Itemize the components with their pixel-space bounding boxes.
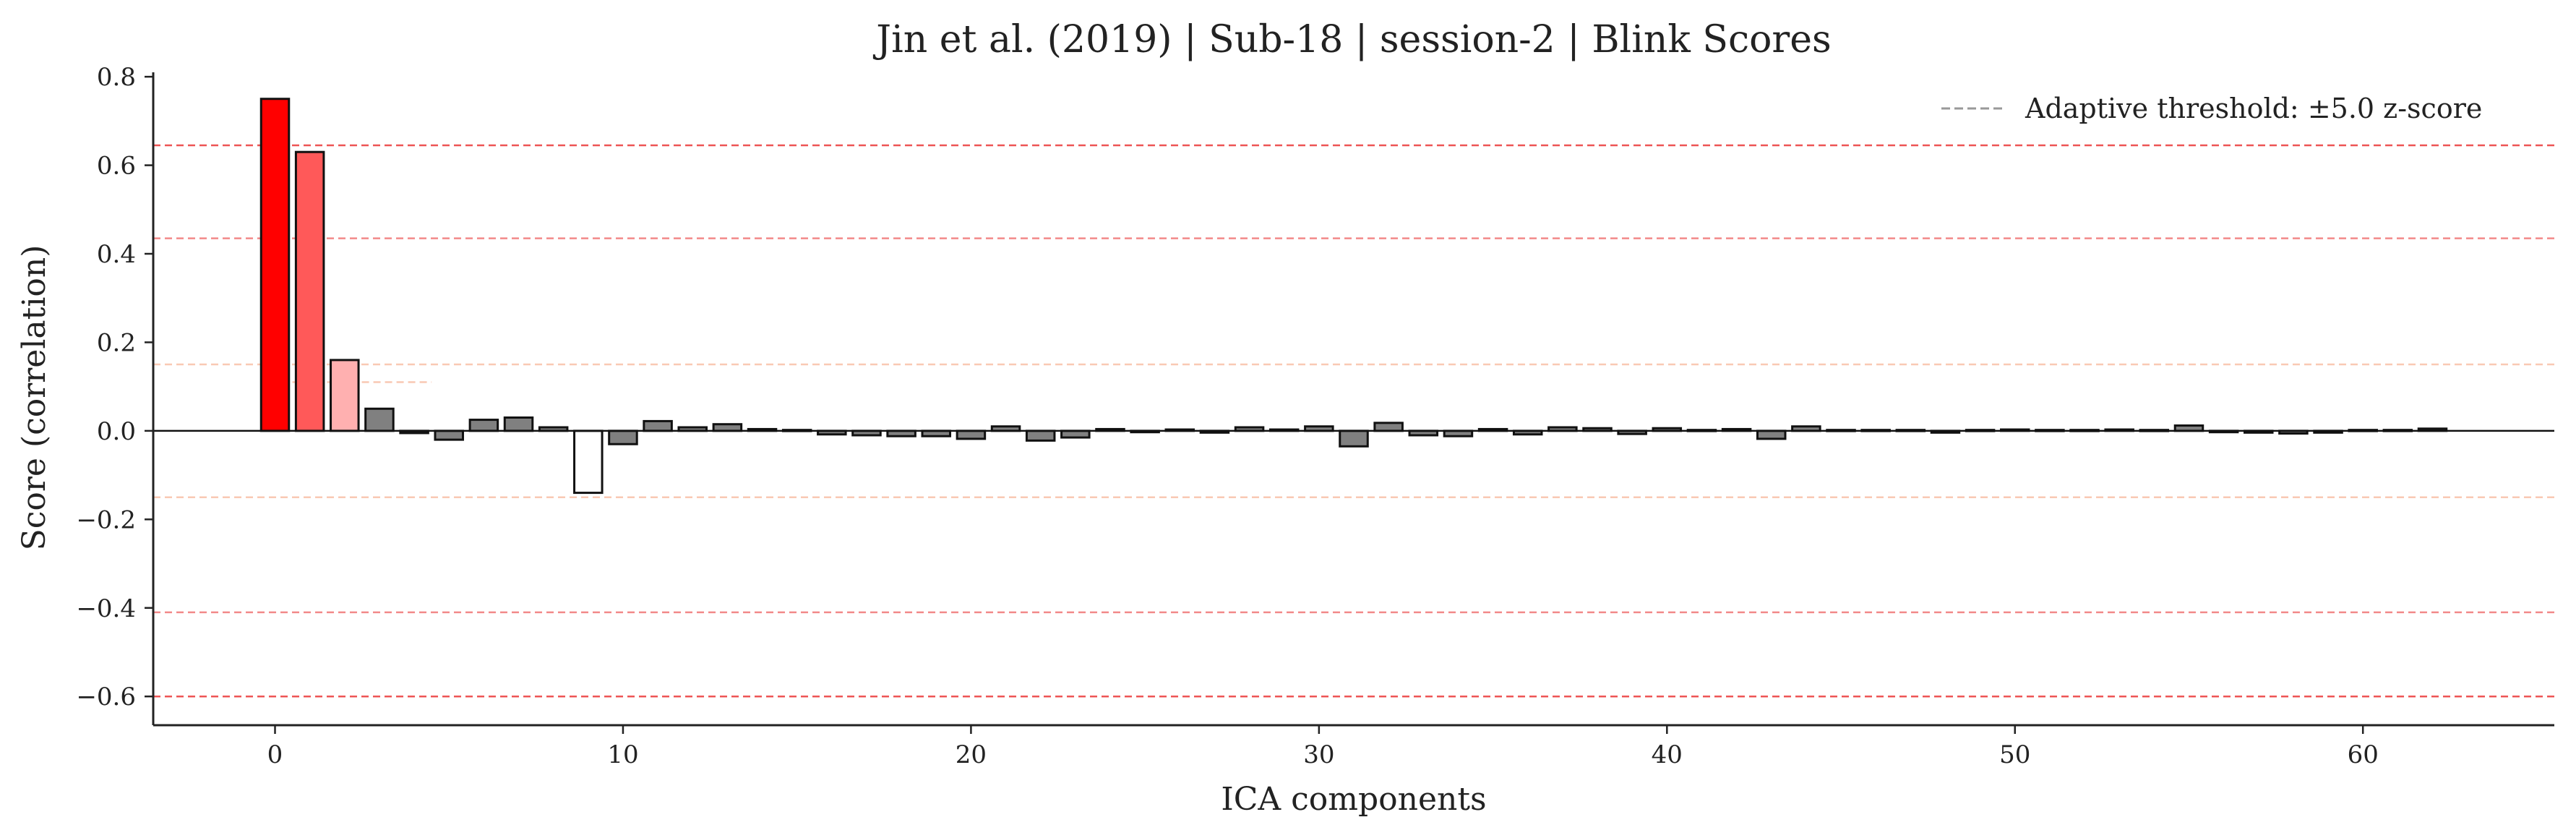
axes: −0.6 −0.4 −0.2 0.0 0.2 0.4 0.6 0.8 0 10 20 30 40 50 60 (76, 63, 2554, 769)
x-tick-label: 30 (1303, 740, 1334, 769)
bar-component-43 (1756, 429, 1787, 440)
bar-component-31 (1339, 429, 1369, 448)
bar-component-10 (608, 429, 638, 445)
x-axis-label: ICA components (1221, 781, 1486, 818)
y-tick-label: 0.2 (97, 328, 136, 357)
bar-series (259, 98, 2448, 495)
x-tick-label: 60 (2348, 740, 2379, 769)
bar-component-23 (1060, 429, 1091, 439)
bar-component-1 (294, 150, 325, 432)
bar-component-22 (1025, 429, 1056, 442)
x-tick-label: 0 (267, 740, 283, 769)
bar-component-3 (364, 407, 395, 432)
bar-component-20 (956, 429, 987, 440)
y-tick-label: −0.4 (76, 594, 136, 623)
y-tick-label: 0.8 (97, 63, 136, 92)
bar-component-6 (468, 419, 499, 432)
chart-title: Jin et al. (2019) | Sub-18 | session-2 |… (872, 18, 1831, 61)
bar-component-11 (643, 419, 673, 432)
bar-component-2 (330, 359, 360, 432)
bar-component-5 (434, 429, 464, 441)
bar-component-13 (712, 423, 743, 432)
x-tick-label: 20 (956, 740, 987, 769)
legend: Adaptive threshold: ±5.0 z-score (1941, 93, 2482, 124)
y-tick-label: 0.0 (97, 417, 136, 446)
legend-label: Adaptive threshold: ±5.0 z-score (2025, 93, 2482, 124)
x-tick-label: 40 (1652, 740, 1683, 769)
bar-component-0 (259, 98, 291, 432)
y-tick-label: 0.6 (97, 152, 136, 181)
x-tick-label: 50 (1999, 740, 2030, 769)
y-tick-label: −0.6 (76, 683, 136, 711)
bar-component-9 (573, 429, 604, 495)
x-tick-label: 10 (607, 740, 638, 769)
y-tick-label: 0.4 (97, 240, 136, 269)
bar-component-32 (1373, 422, 1404, 432)
y-axis-label: Score (correlation) (16, 245, 53, 551)
threshold-lines (153, 144, 2554, 698)
y-tick-label: −0.2 (76, 505, 136, 534)
bar-component-7 (503, 416, 534, 432)
